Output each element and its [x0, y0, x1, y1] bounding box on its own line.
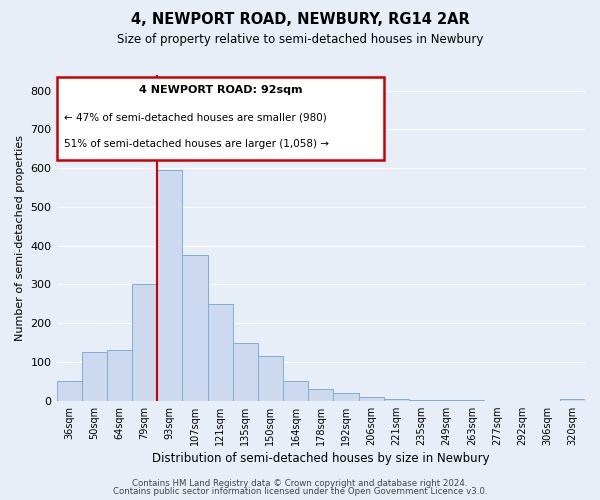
Bar	[359, 397, 383, 400]
Bar	[560, 399, 585, 400]
Text: Size of property relative to semi-detached houses in Newbury: Size of property relative to semi-detach…	[117, 32, 483, 46]
Text: 51% of semi-detached houses are larger (1,058) →: 51% of semi-detached houses are larger (…	[64, 138, 329, 148]
Bar	[258, 356, 283, 401]
Text: Contains public sector information licensed under the Open Government Licence v3: Contains public sector information licen…	[113, 487, 487, 496]
FancyBboxPatch shape	[56, 76, 384, 160]
Text: 4 NEWPORT ROAD: 92sqm: 4 NEWPORT ROAD: 92sqm	[139, 85, 302, 95]
Text: Contains HM Land Registry data © Crown copyright and database right 2024.: Contains HM Land Registry data © Crown c…	[132, 478, 468, 488]
Bar	[56, 382, 82, 400]
Bar	[182, 256, 208, 400]
Bar	[82, 352, 107, 401]
Bar	[132, 284, 157, 401]
Bar	[233, 342, 258, 400]
Bar	[157, 170, 182, 400]
Text: 4, NEWPORT ROAD, NEWBURY, RG14 2AR: 4, NEWPORT ROAD, NEWBURY, RG14 2AR	[131, 12, 469, 28]
Bar	[383, 399, 409, 400]
Text: ← 47% of semi-detached houses are smaller (980): ← 47% of semi-detached houses are smalle…	[64, 112, 327, 122]
Bar	[334, 393, 359, 400]
X-axis label: Distribution of semi-detached houses by size in Newbury: Distribution of semi-detached houses by …	[152, 452, 490, 465]
Bar	[208, 304, 233, 400]
Bar	[283, 382, 308, 400]
Y-axis label: Number of semi-detached properties: Number of semi-detached properties	[15, 135, 25, 341]
Bar	[107, 350, 132, 401]
Bar	[308, 389, 334, 400]
